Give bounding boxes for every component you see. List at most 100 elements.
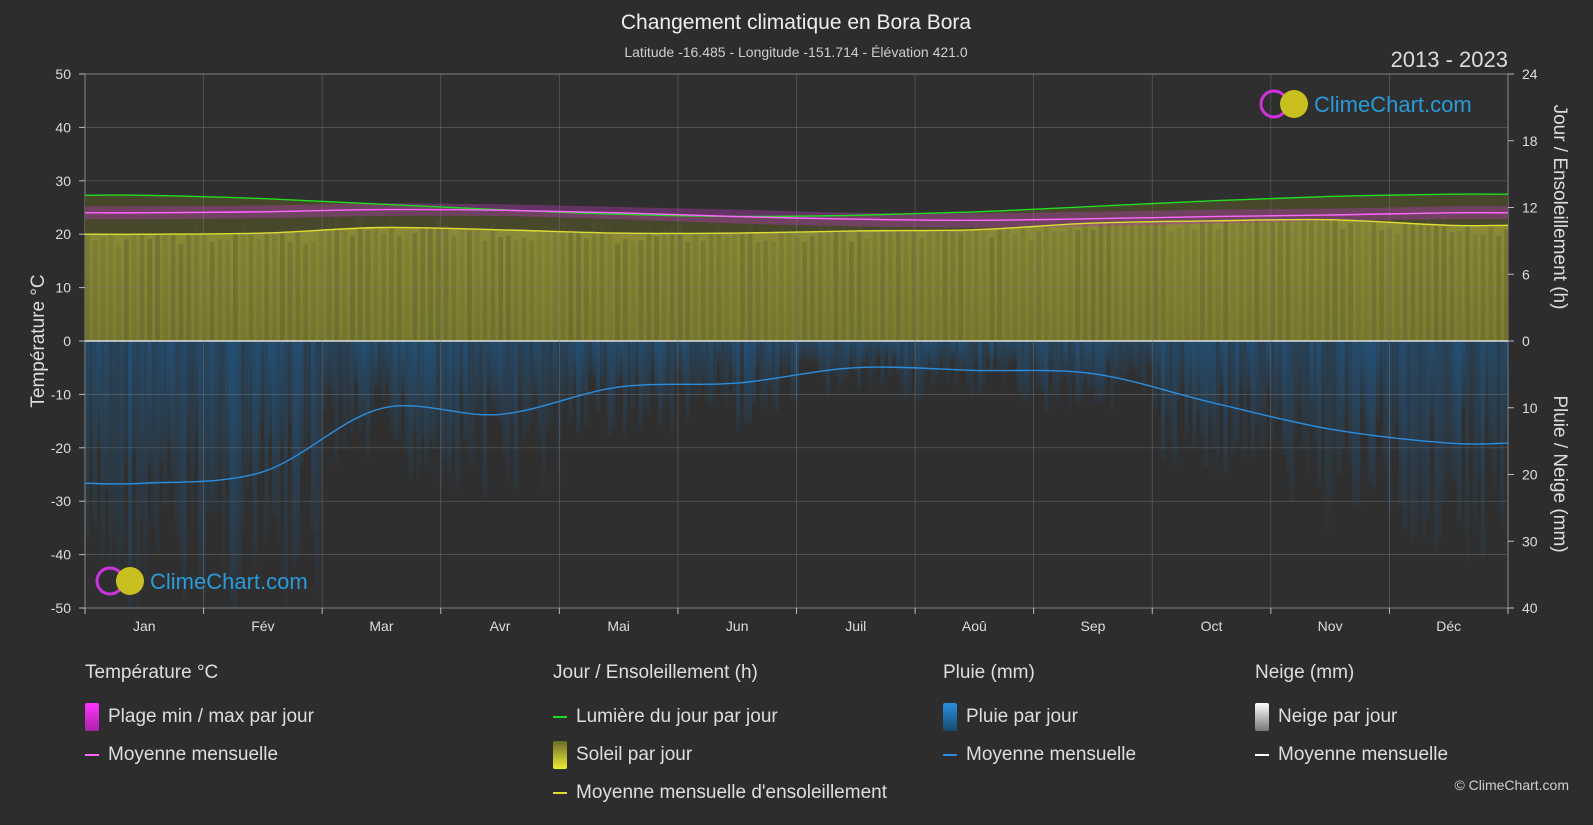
sunshine-day-bar xyxy=(1457,230,1462,341)
rain-day-bar xyxy=(1488,341,1493,450)
rain-day-bar xyxy=(665,341,671,402)
rain-day-bar xyxy=(1476,341,1481,480)
rain-day-bar xyxy=(373,341,378,390)
legend-label: Moyenne mensuelle xyxy=(966,744,1137,765)
sunshine-day-bar xyxy=(864,238,870,341)
rain-day-bar xyxy=(248,341,253,465)
rain-day-bar xyxy=(1437,341,1442,537)
rain-day-bar xyxy=(1301,341,1306,450)
rain-day-bar xyxy=(1239,341,1244,388)
sunshine-day-bar xyxy=(942,220,948,341)
rain-day-bar xyxy=(225,341,230,477)
rain-day-bar xyxy=(127,341,133,608)
rain-day-bar xyxy=(970,341,975,399)
rain-day-bar xyxy=(630,341,635,410)
rain-day-bar xyxy=(92,341,97,528)
sunshine-day-bar xyxy=(1317,211,1322,341)
chart-subtitle: Latitude -16.485 - Longitude -151.714 - … xyxy=(624,44,967,60)
sunshine-day-bar xyxy=(1114,212,1119,341)
rain-day-bar xyxy=(669,341,674,435)
rain-day-bar xyxy=(159,341,164,462)
sunshine-day-bar xyxy=(856,221,862,341)
rain-day-bar xyxy=(1274,341,1279,423)
rain-day-bar xyxy=(357,341,363,431)
rain-day-bar xyxy=(1297,341,1302,411)
rain-day-bar xyxy=(1215,341,1220,474)
rain-day-bar xyxy=(1426,341,1431,518)
rain-day-bar xyxy=(946,341,951,383)
sunshine-day-bar xyxy=(591,222,597,341)
sunshine-day-bar xyxy=(529,240,535,341)
left-tick-label: 0 xyxy=(63,333,71,349)
rain-day-bar xyxy=(685,341,690,421)
rain-day-bar xyxy=(1320,341,1326,425)
rain-day-bar xyxy=(899,341,904,390)
left-tick-label: -10 xyxy=(51,386,71,402)
rain-day-bar xyxy=(1207,341,1212,417)
plot-area: 50 40 30 20 10 0 -10 -20 -30 -40 -50 24 18 12 6 0 10 20 30… xyxy=(51,66,1538,634)
rain-day-bar xyxy=(174,341,179,534)
sunshine-day-bar xyxy=(1371,213,1377,341)
copyright-text: © ClimeChart.com xyxy=(1454,777,1569,793)
rain-day-bar xyxy=(1457,341,1462,523)
rain-day-bar xyxy=(1375,341,1380,420)
rain-day-bar xyxy=(1188,341,1193,397)
sunshine-day-bar xyxy=(490,223,496,341)
rain-day-bar xyxy=(135,341,140,608)
rain-day-bar xyxy=(365,341,370,459)
rain-day-bar xyxy=(779,341,784,368)
rain-day-bar xyxy=(1262,341,1267,450)
rain-mean-line xyxy=(84,366,1509,485)
sunshine-day-bar xyxy=(1340,229,1346,341)
sunshine-day-bar xyxy=(1207,220,1213,341)
rain-day-bar xyxy=(942,341,947,377)
sunshine-day-bar xyxy=(1153,216,1158,341)
sunshine-day-bar xyxy=(1239,221,1244,341)
sunshine-day-bar xyxy=(724,236,730,341)
rain-day-bar xyxy=(279,341,285,446)
sunshine-day-bar xyxy=(233,232,238,341)
sunshine-day-bar xyxy=(1168,230,1174,341)
rain-day-bar xyxy=(1430,341,1435,419)
rain-day-bar xyxy=(1328,341,1333,511)
rain-day-bar xyxy=(205,341,211,512)
rain-day-bar xyxy=(856,341,862,391)
sunshine-day-bar xyxy=(1059,231,1065,341)
rain-day-bar xyxy=(291,341,296,568)
rain-day-bar xyxy=(88,341,94,453)
rain-day-bar xyxy=(1250,341,1255,458)
rain-day-bar xyxy=(1133,341,1138,375)
rain-day-bar xyxy=(182,341,187,599)
x-tick-label: Jun xyxy=(726,618,749,634)
rain-day-bar xyxy=(1367,341,1372,484)
rain-day-bar xyxy=(404,341,409,453)
rain-day-bar xyxy=(139,341,144,522)
rain-day-bar xyxy=(1114,341,1119,386)
rain-day-bar xyxy=(498,341,503,421)
sunshine-day-bar xyxy=(950,231,956,341)
sunshine-day-bar xyxy=(779,226,784,341)
rain-day-bar xyxy=(1059,341,1064,381)
sunshine-day-bar xyxy=(303,243,308,341)
rain-day-bar xyxy=(1231,341,1236,456)
rain-day-bar xyxy=(510,341,515,426)
sunshine-day-bar xyxy=(1005,227,1010,341)
rain-day-bar xyxy=(1016,341,1021,392)
rain-day-bar xyxy=(751,341,756,405)
rain-day-bar xyxy=(845,341,850,377)
sunshine-day-bar xyxy=(1176,227,1182,341)
legend-temperature: Température °C Plage min / max par jour … xyxy=(85,662,314,774)
sunshine-day-bar xyxy=(1090,229,1096,341)
legend-label: Neige par jour xyxy=(1278,706,1398,727)
rain-day-bar xyxy=(673,341,678,387)
rain-day-bar xyxy=(548,341,554,431)
sunshine-day-bar xyxy=(279,229,285,341)
sunshine-day-bar xyxy=(927,223,932,341)
sunshine-day-bar xyxy=(654,236,659,341)
rain-day-bar xyxy=(1036,341,1041,388)
sunshine-day-bar xyxy=(1379,230,1384,341)
rain-day-bar xyxy=(1168,341,1173,440)
rain-day-bar xyxy=(876,341,881,357)
sunshine-day-bar xyxy=(1356,214,1361,341)
rain-day-bar xyxy=(342,341,347,449)
